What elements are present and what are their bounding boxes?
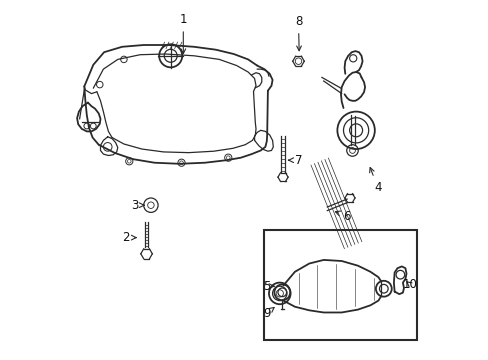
Text: 6: 6 (335, 210, 350, 222)
Text: 4: 4 (369, 167, 381, 194)
Bar (264, 230, 416, 340)
Text: 5: 5 (263, 280, 273, 293)
Text: 8: 8 (294, 15, 302, 51)
Text: 7: 7 (288, 154, 302, 167)
Text: 1: 1 (179, 13, 187, 54)
Text: 9: 9 (263, 307, 274, 320)
Text: 10: 10 (402, 278, 417, 291)
Text: 2: 2 (122, 231, 136, 244)
Text: 3: 3 (131, 199, 144, 212)
